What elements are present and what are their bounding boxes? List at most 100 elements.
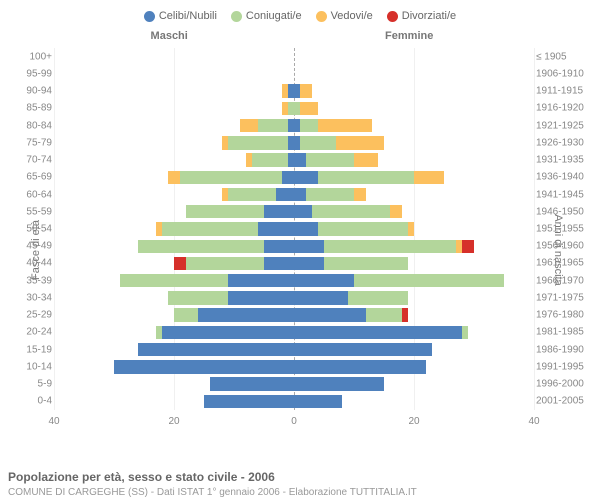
pyramid-row [54, 169, 534, 186]
bar-seg-female [300, 119, 318, 132]
bar-seg-female [354, 153, 378, 166]
bar-seg-male [282, 171, 294, 184]
x-tick: 40 [48, 416, 59, 427]
pyramid-row [54, 100, 534, 117]
pyramid-row [54, 65, 534, 82]
bar-seg-male [240, 119, 258, 132]
bar-seg-male [168, 171, 180, 184]
bar-seg-female [318, 222, 408, 235]
bar-seg-female [294, 222, 318, 235]
birth-label: 1986-1990 [536, 344, 600, 355]
bar-seg-female [294, 377, 384, 390]
legend-swatch [231, 11, 242, 22]
birth-label: 1916-1920 [536, 103, 600, 114]
bar-seg-female [294, 343, 432, 356]
bar-seg-male [228, 136, 288, 149]
age-label: 30-34 [0, 292, 52, 303]
bar-seg-female [294, 205, 312, 218]
pyramid-row [54, 238, 534, 255]
bar-seg-male [258, 119, 288, 132]
bar-seg-male [264, 205, 294, 218]
male-header: Maschi [151, 30, 188, 42]
bar-seg-male [258, 222, 294, 235]
chart-title: Popolazione per età, sesso e stato civil… [8, 470, 275, 484]
age-label: 15-19 [0, 344, 52, 355]
birth-label: 1906-1910 [536, 68, 600, 79]
bar-seg-male [138, 240, 264, 253]
legend-swatch [387, 11, 398, 22]
legend-label: Celibi/Nubili [159, 10, 217, 22]
bar-seg-male [174, 308, 198, 321]
birth-label: 1941-1945 [536, 189, 600, 200]
age-label: 95-99 [0, 68, 52, 79]
age-label: 20-24 [0, 327, 52, 338]
legend-item: Coniugati/e [231, 10, 302, 22]
age-label: 80-84 [0, 120, 52, 131]
x-tick: 0 [291, 416, 297, 427]
plot [54, 48, 534, 410]
bar-seg-female [408, 222, 414, 235]
bar-seg-male [264, 257, 294, 270]
bar-seg-male [162, 326, 294, 339]
bar-seg-female [336, 136, 384, 149]
bar-seg-female [300, 102, 318, 115]
gender-labels: Maschi Femmine [54, 30, 534, 48]
pyramid-row [54, 255, 534, 272]
bar-seg-female [306, 188, 354, 201]
birth-label: 1971-1975 [536, 292, 600, 303]
bar-seg-male [228, 188, 276, 201]
pyramid-row [54, 203, 534, 220]
legend-label: Coniugati/e [246, 10, 302, 22]
pyramid-row [54, 186, 534, 203]
birth-label: 1991-1995 [536, 361, 600, 372]
age-label: 70-74 [0, 155, 52, 166]
bar-seg-female [300, 136, 336, 149]
pyramid-row [54, 220, 534, 237]
bar-seg-male [120, 274, 228, 287]
bar-seg-female [294, 326, 462, 339]
bar-seg-female [294, 274, 354, 287]
legend-swatch [316, 11, 327, 22]
pyramid-row [54, 358, 534, 375]
birth-axis: ≤ 19051906-19101911-19151916-19201921-19… [536, 48, 600, 410]
age-label: 0-4 [0, 396, 52, 407]
chart-area: Maschi Femmine 402002040 [54, 30, 534, 434]
bar-seg-male [210, 377, 294, 390]
bar-seg-female [318, 119, 372, 132]
bar-seg-female [306, 153, 354, 166]
bar-seg-male [264, 240, 294, 253]
bar-seg-male [228, 291, 294, 304]
bar-seg-female [366, 308, 402, 321]
birth-label: 2001-2005 [536, 396, 600, 407]
bar-seg-male [252, 153, 288, 166]
pyramid-row [54, 393, 534, 410]
pyramid-row [54, 134, 534, 151]
legend-swatch [144, 11, 155, 22]
bar-seg-male [114, 360, 294, 373]
x-tick: 20 [408, 416, 419, 427]
age-label: 60-64 [0, 189, 52, 200]
bar-seg-female [294, 240, 324, 253]
chart-subtitle: COMUNE DI CARGEGHE (SS) - Dati ISTAT 1° … [8, 487, 417, 498]
bar-seg-male [186, 257, 264, 270]
x-tick: 40 [528, 416, 539, 427]
grid-line [534, 48, 535, 410]
pyramid-row [54, 307, 534, 324]
bar-seg-male [228, 274, 294, 287]
birth-label: 1921-1925 [536, 120, 600, 131]
birth-label: 1966-1970 [536, 275, 600, 286]
bar-seg-female [348, 291, 408, 304]
birth-label: 1911-1915 [536, 86, 600, 97]
pyramid-row [54, 324, 534, 341]
legend-label: Vedovi/e [331, 10, 373, 22]
pyramid-row [54, 272, 534, 289]
age-label: 100+ [0, 51, 52, 62]
bar-seg-female [414, 171, 444, 184]
pyramid-row [54, 117, 534, 134]
female-header: Femmine [385, 30, 433, 42]
birth-label: 1996-2000 [536, 379, 600, 390]
bar-seg-male [276, 188, 294, 201]
age-label: 35-39 [0, 275, 52, 286]
legend-item: Celibi/Nubili [144, 10, 217, 22]
bar-seg-female [324, 257, 408, 270]
